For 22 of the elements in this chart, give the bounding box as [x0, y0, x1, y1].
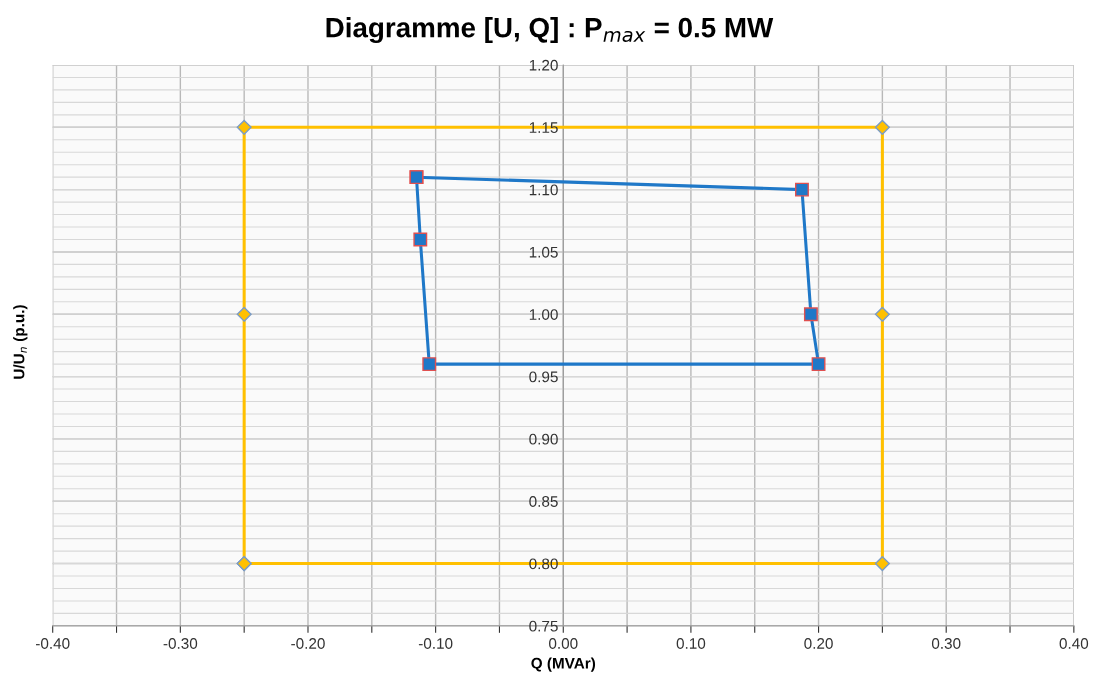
y-tick-label: 0.80: [529, 558, 558, 570]
y-tick-label: 0.95: [529, 371, 558, 383]
chart-title: Diagramme [U, Q] : P$_{max}$ = 0.5 MW: [326, 17, 774, 44]
y-tick-label: 1.00: [529, 309, 558, 320]
x-tick-label: 0.10: [676, 638, 706, 649]
x-tick-label: 0.30: [931, 638, 961, 649]
x-tick-label: 0.40: [1059, 638, 1089, 649]
x-tick-label: 0.00: [549, 638, 578, 649]
x-tick-label: 0.20: [804, 638, 833, 649]
x-tick-label: -0.10: [418, 638, 453, 649]
y-tick-label: 1.10: [529, 184, 558, 196]
y-tick-label: 0.75: [529, 620, 558, 632]
y-tick-label: 0.85: [529, 496, 558, 507]
y-tick-label: 1.15: [529, 122, 558, 133]
x-axis-title: Q (MVAr): [531, 657, 596, 672]
y-tick-label: 1.05: [529, 246, 558, 258]
y-axis-title: U/U$_{n}$ (p.u.): [13, 305, 28, 379]
x-tick-label: -0.30: [163, 638, 198, 649]
y-tick-label: 0.90: [529, 433, 558, 445]
x-tick-label: -0.20: [291, 638, 325, 649]
y-tick-label: 1.20: [529, 59, 558, 71]
x-tick-label: -0.40: [35, 638, 70, 649]
